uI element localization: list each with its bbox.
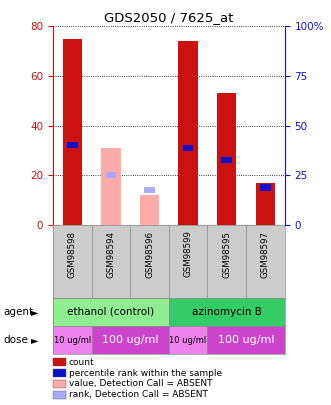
Bar	[92, 326, 169, 354]
Bar	[183, 145, 193, 151]
Text: count: count	[69, 358, 94, 367]
Bar	[53, 298, 169, 326]
Bar	[208, 326, 285, 354]
Text: GSM98594: GSM98594	[106, 230, 116, 277]
Text: value, Detection Call = ABSENT: value, Detection Call = ABSENT	[69, 379, 213, 388]
Text: GSM98598: GSM98598	[68, 230, 77, 277]
Bar	[169, 326, 208, 354]
Bar	[144, 187, 155, 193]
Text: 100 ug/ml: 100 ug/ml	[102, 335, 159, 345]
Bar	[53, 326, 92, 354]
Bar	[256, 183, 275, 225]
Text: azinomycin B: azinomycin B	[192, 307, 262, 317]
Bar	[140, 195, 159, 225]
Bar	[101, 148, 120, 225]
Bar	[178, 41, 198, 225]
Bar	[221, 157, 232, 163]
Text: dose: dose	[3, 335, 28, 345]
Text: percentile rank within the sample: percentile rank within the sample	[69, 369, 222, 377]
Text: ethanol (control): ethanol (control)	[67, 307, 155, 317]
Bar	[169, 298, 285, 326]
Text: ►: ►	[31, 335, 38, 345]
Text: rank, Detection Call = ABSENT: rank, Detection Call = ABSENT	[69, 390, 208, 399]
Text: GSM98596: GSM98596	[145, 230, 154, 277]
Title: GDS2050 / 7625_at: GDS2050 / 7625_at	[104, 11, 233, 24]
Bar	[106, 172, 116, 178]
Text: agent: agent	[3, 307, 33, 317]
Text: 10 ug/ml: 10 ug/ml	[169, 336, 207, 345]
Text: 100 ug/ml: 100 ug/ml	[218, 335, 274, 345]
Text: GSM98599: GSM98599	[184, 230, 193, 277]
Text: 10 ug/ml: 10 ug/ml	[54, 336, 91, 345]
Text: ►: ►	[31, 307, 38, 317]
Text: GSM98595: GSM98595	[222, 230, 231, 277]
Bar	[67, 142, 77, 149]
Bar	[217, 93, 236, 225]
Text: GSM98597: GSM98597	[261, 230, 270, 277]
Bar	[63, 39, 82, 225]
Bar	[260, 184, 271, 191]
